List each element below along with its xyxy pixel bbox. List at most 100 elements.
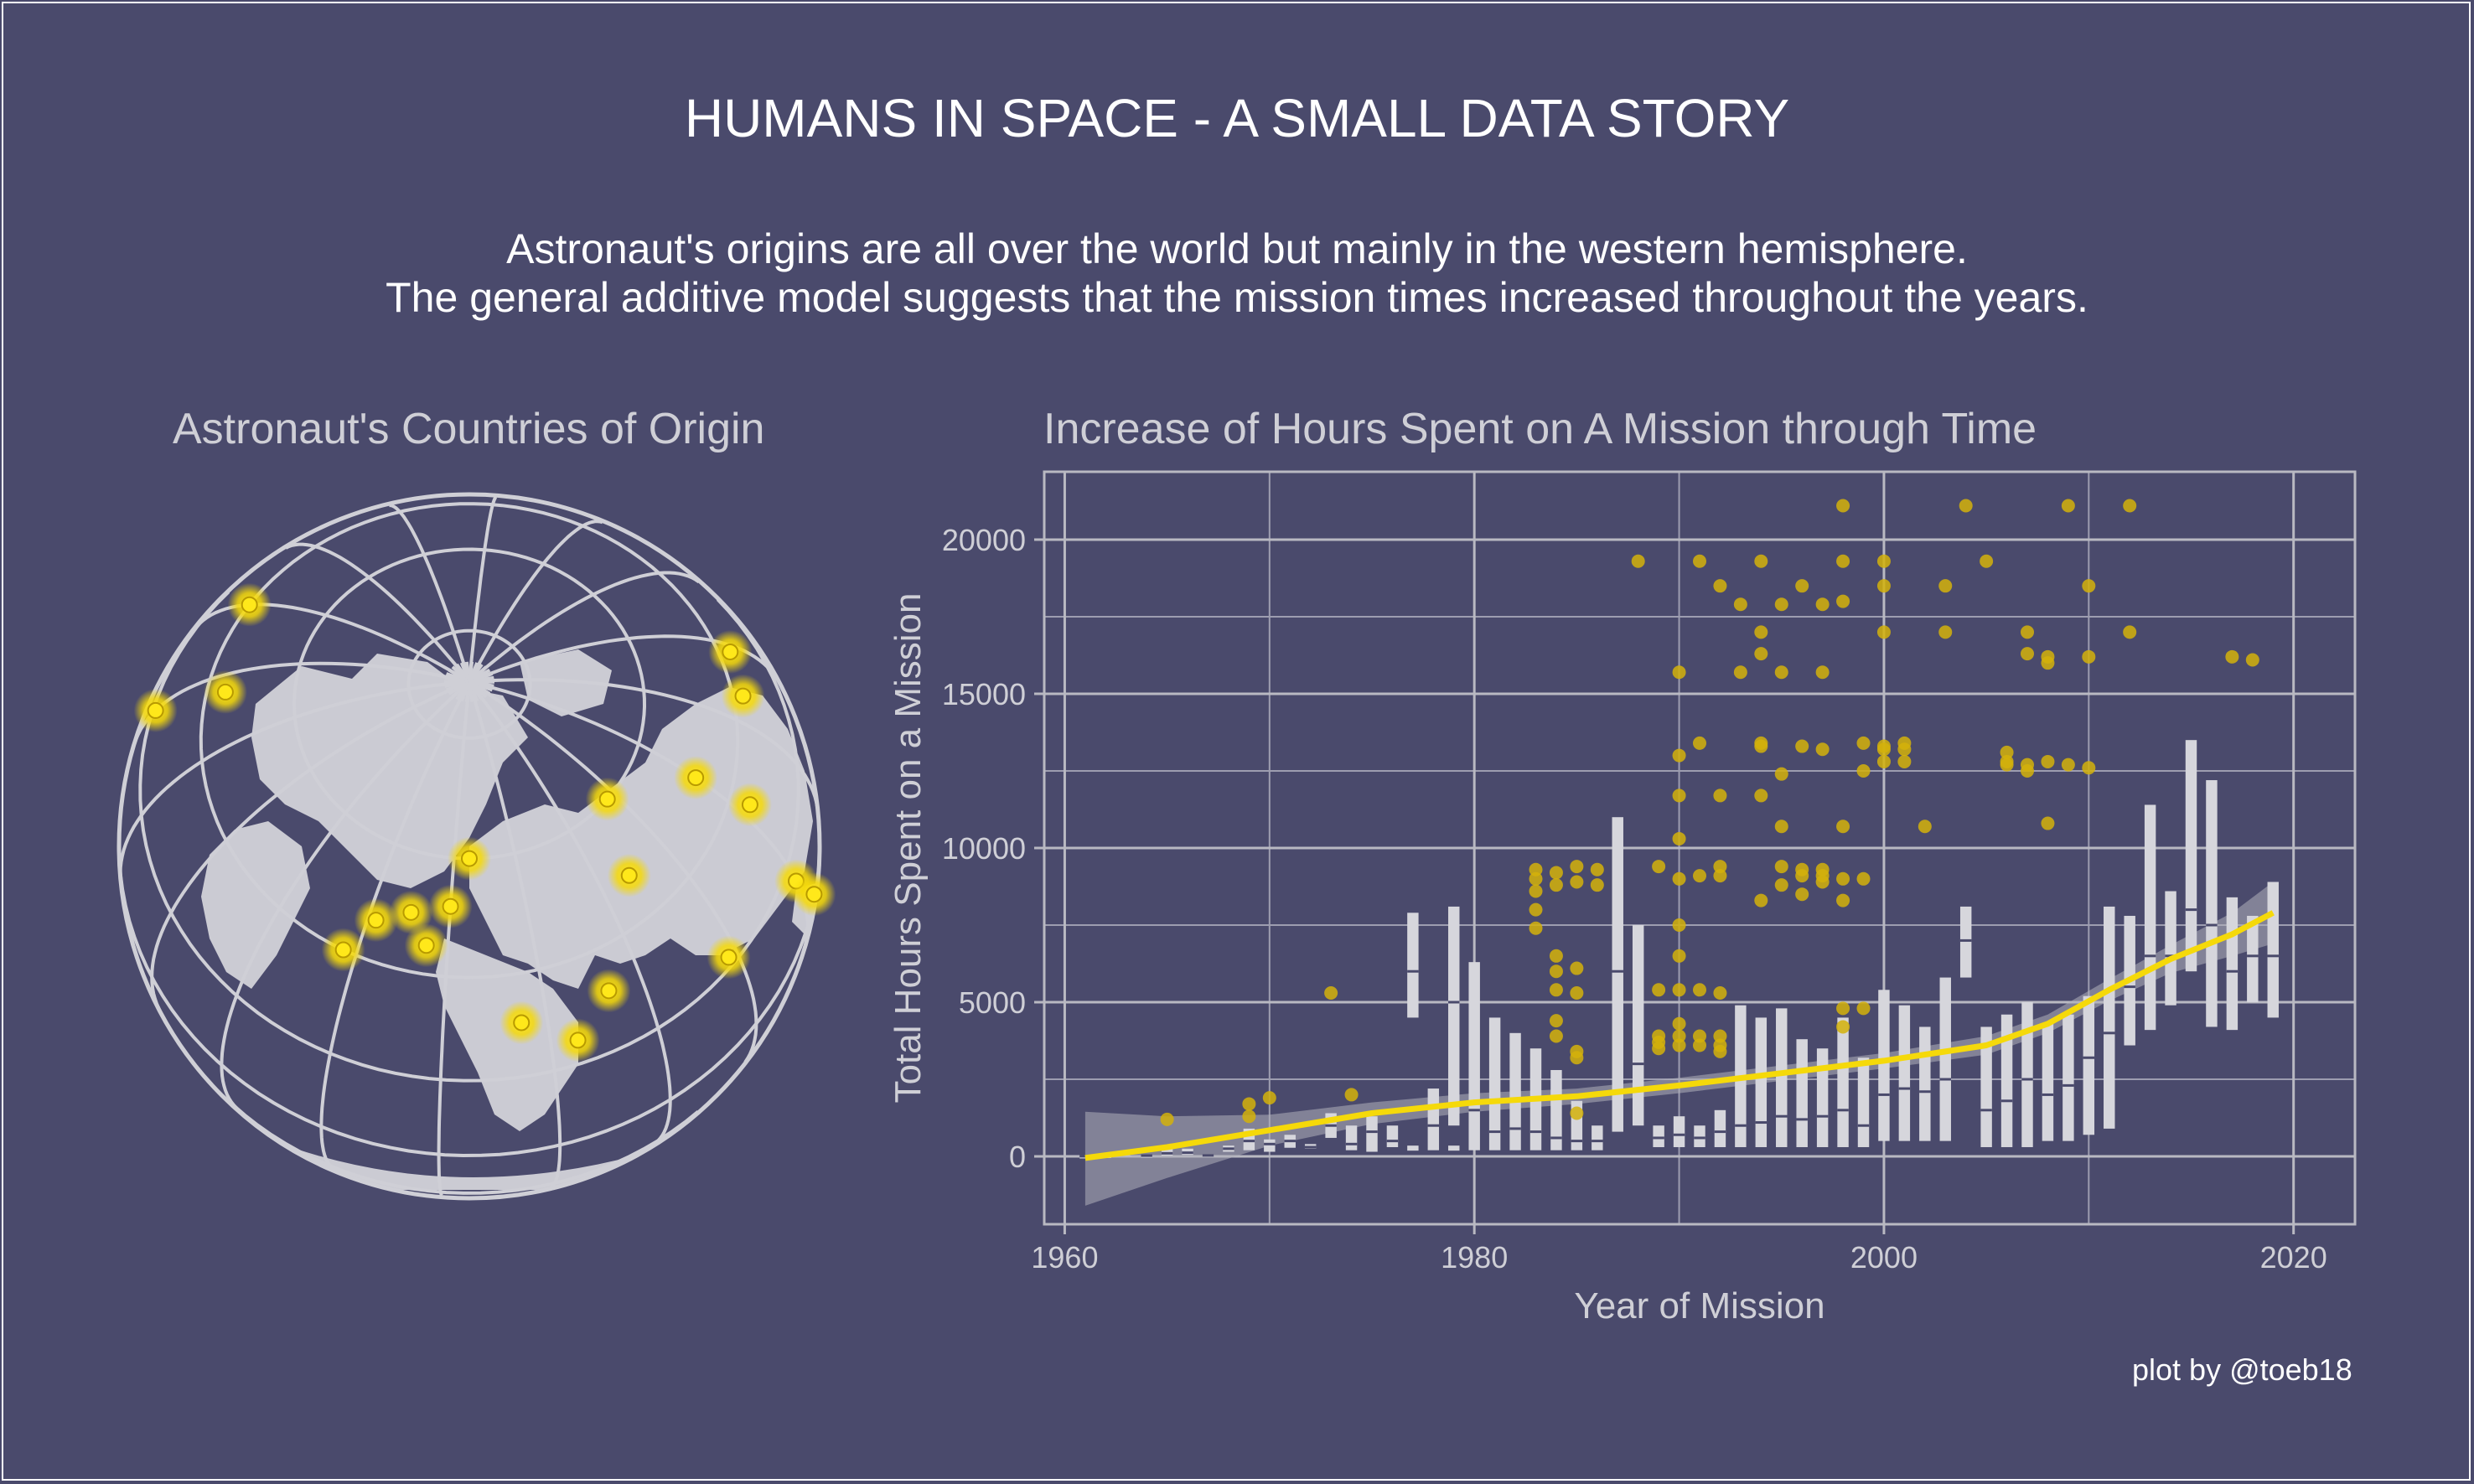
outlier-point bbox=[1836, 594, 1850, 608]
outlier-point bbox=[1836, 554, 1850, 568]
box bbox=[1919, 1026, 1931, 1141]
outlier-point bbox=[1570, 875, 1584, 889]
box bbox=[1366, 1116, 1378, 1152]
graticule-meridian bbox=[437, 681, 471, 1197]
outlier-point bbox=[1815, 665, 1830, 680]
box bbox=[1857, 1057, 1870, 1147]
land-north-america bbox=[251, 654, 528, 888]
outlier-point bbox=[1795, 887, 1809, 902]
outlier-point bbox=[1529, 921, 1543, 935]
outlier-point bbox=[1549, 866, 1563, 880]
outlier-point bbox=[1529, 871, 1543, 886]
outlier-point bbox=[2041, 816, 2055, 830]
outlier-point bbox=[1938, 625, 1953, 639]
box bbox=[1653, 1125, 1664, 1147]
outlier-point bbox=[1754, 893, 1768, 907]
outlier-point bbox=[2245, 653, 2259, 667]
origin-point bbox=[600, 982, 618, 1000]
origin-point bbox=[367, 912, 385, 929]
outlier-point bbox=[1242, 1097, 1256, 1111]
outlier-point bbox=[1876, 625, 1891, 639]
box bbox=[2165, 891, 2176, 1006]
box bbox=[2226, 897, 2239, 1031]
x-tick-label: 1980 bbox=[1441, 1240, 1508, 1275]
globe-outline bbox=[116, 492, 822, 1201]
outlier-point bbox=[1549, 964, 1563, 979]
origin-point bbox=[241, 596, 258, 613]
outlier-point bbox=[1262, 1091, 1276, 1105]
outlier-point bbox=[1774, 860, 1788, 874]
origin-point bbox=[513, 1014, 531, 1032]
outlier-point bbox=[1795, 869, 1809, 883]
outlier-point bbox=[1672, 831, 1686, 845]
outlier-point bbox=[1713, 869, 1727, 883]
graticule-meridian bbox=[468, 520, 603, 683]
outlier-point bbox=[1549, 983, 1563, 997]
box bbox=[1939, 977, 1951, 1141]
outlier-point bbox=[1774, 820, 1788, 834]
outlier-point bbox=[1754, 625, 1768, 639]
graticule-meridian bbox=[119, 680, 470, 880]
outlier-point bbox=[2041, 754, 2055, 768]
outlier-point bbox=[1693, 736, 1706, 750]
box bbox=[1959, 906, 1972, 978]
outlier-point bbox=[1918, 820, 1932, 834]
outlier-point bbox=[1754, 554, 1768, 568]
main-title: HUMANS IN SPACE - A SMALL DATA STORY bbox=[684, 88, 1790, 148]
outlier-point bbox=[1774, 597, 1788, 612]
outlier-point bbox=[1836, 1001, 1850, 1016]
box bbox=[2267, 882, 2279, 1018]
box bbox=[1468, 962, 1480, 1150]
outlier-point bbox=[1836, 499, 1850, 513]
outlier-point bbox=[1652, 860, 1666, 874]
plot-panel-border bbox=[1043, 470, 2357, 1226]
outlier-point bbox=[2082, 579, 2096, 593]
origin-point bbox=[147, 701, 164, 719]
box bbox=[1714, 1109, 1726, 1147]
box bbox=[2063, 1014, 2074, 1141]
outlier-point bbox=[1774, 665, 1788, 680]
outlier-point bbox=[1876, 742, 1891, 757]
credit: plot by @toeb18 bbox=[2132, 1352, 2352, 1387]
outlier-point bbox=[1836, 820, 1850, 834]
outlier-point bbox=[1549, 1014, 1563, 1028]
graticule-meridian bbox=[220, 680, 471, 1109]
outlier-point bbox=[1897, 742, 1912, 757]
box bbox=[1550, 1069, 1562, 1150]
outlier-point bbox=[1590, 862, 1604, 876]
outlier-point bbox=[1693, 1029, 1706, 1043]
box bbox=[1776, 1008, 1788, 1147]
origin-point bbox=[734, 687, 752, 705]
outlier-point bbox=[1672, 789, 1686, 803]
outlier-point bbox=[1672, 1016, 1686, 1031]
land-south-america bbox=[201, 821, 310, 989]
outlier-point bbox=[1242, 1109, 1256, 1124]
graticule-meridian bbox=[468, 634, 779, 684]
outlier-point bbox=[1754, 789, 1768, 803]
outlier-point bbox=[1856, 1001, 1871, 1016]
origin-point bbox=[720, 949, 738, 966]
outlier-point bbox=[2061, 499, 2075, 513]
subtitle-line-2: The general additive model suggests that… bbox=[386, 274, 2088, 321]
box bbox=[1592, 1125, 1603, 1150]
graticule-parallel bbox=[138, 590, 800, 1083]
outlier-point bbox=[1672, 748, 1686, 763]
outlier-point bbox=[2000, 758, 2014, 772]
graticule-parallel bbox=[231, 1103, 700, 1195]
graticule-meridian bbox=[468, 678, 820, 809]
gam-fit-line bbox=[1084, 910, 2275, 1161]
outlier-point bbox=[1795, 739, 1809, 753]
outlier-point bbox=[1672, 918, 1686, 933]
outlier-point bbox=[2225, 649, 2239, 664]
graticule-meridian bbox=[468, 571, 701, 684]
outlier-point bbox=[1836, 893, 1850, 907]
box bbox=[1755, 1017, 1768, 1147]
y-tick-label: 0 bbox=[1009, 1140, 1026, 1174]
outlier-point bbox=[1324, 985, 1338, 1000]
outlier-point bbox=[1856, 763, 1871, 778]
outlier-point bbox=[2021, 647, 2034, 661]
globe-map bbox=[116, 492, 836, 1201]
outlier-point bbox=[1549, 1029, 1563, 1043]
graticule-meridian bbox=[468, 495, 498, 683]
